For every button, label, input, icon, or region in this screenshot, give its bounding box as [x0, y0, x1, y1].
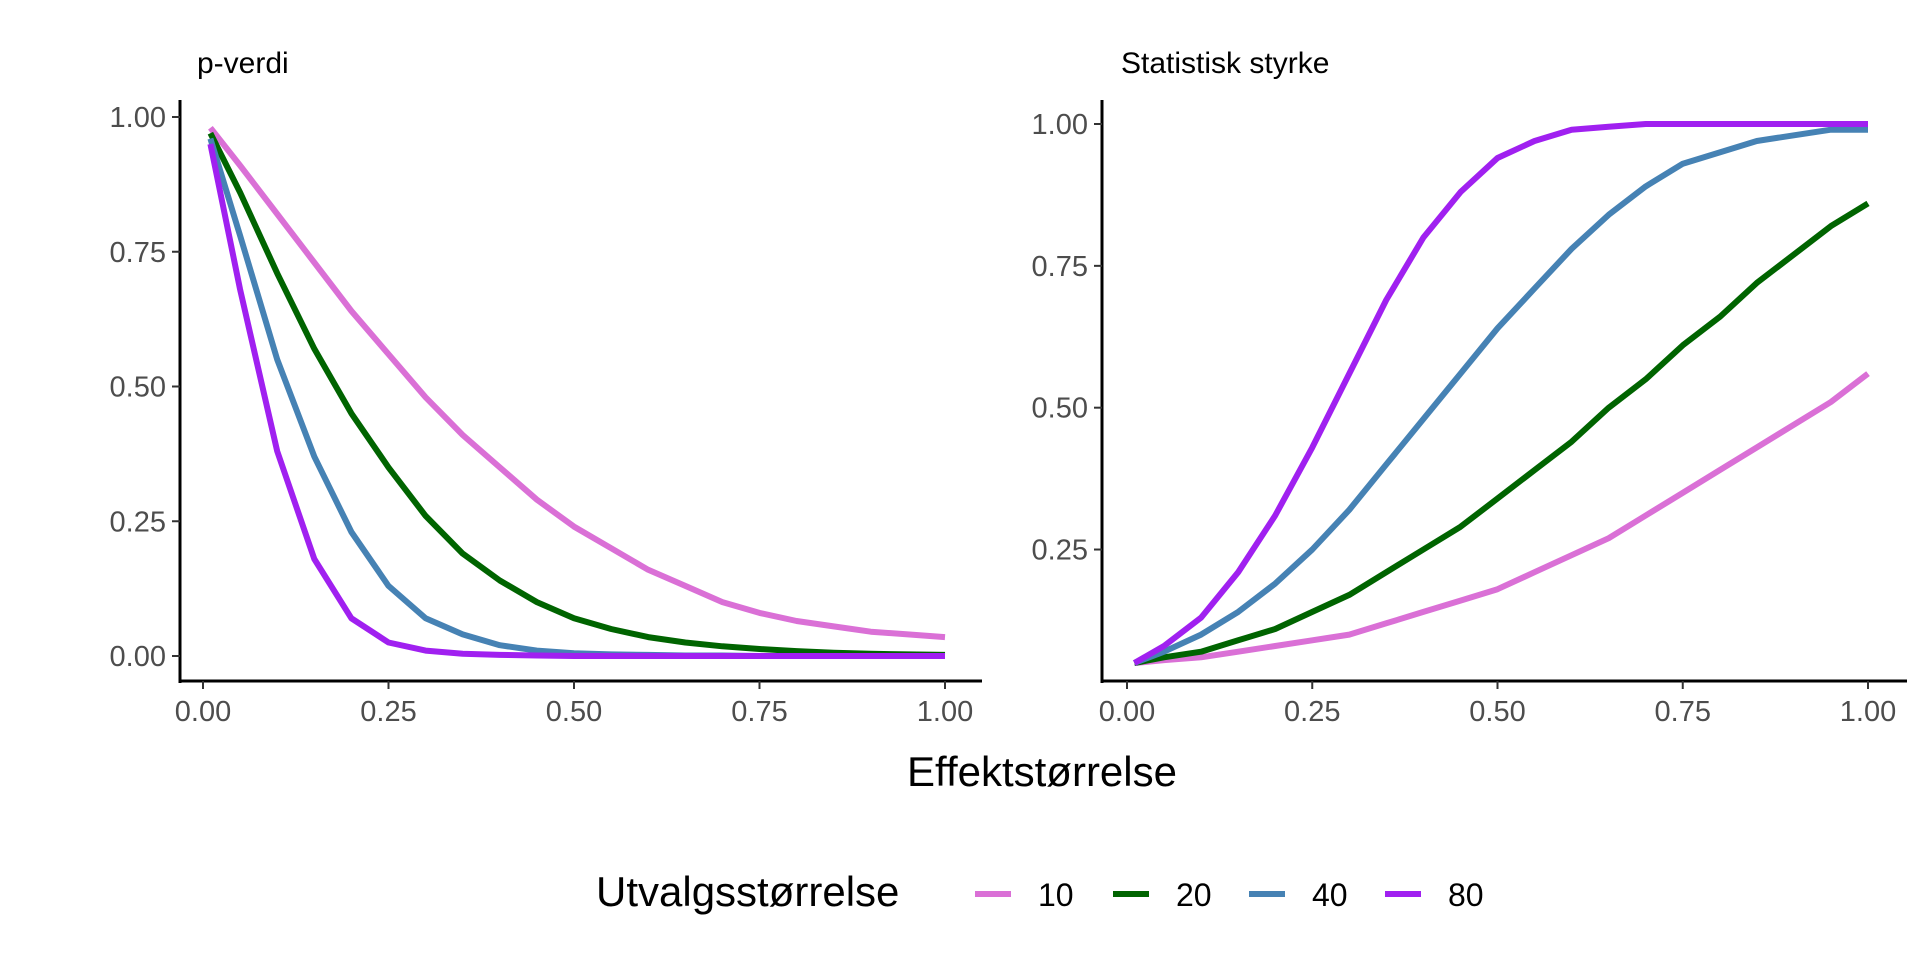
y-tick-label: 0.75: [1032, 251, 1088, 283]
x-tick-label: 0.25: [360, 696, 416, 728]
y-tick-label: 0.25: [110, 506, 166, 538]
series-line-10: [1134, 371, 1870, 666]
y-tick-label: 0.50: [110, 372, 166, 404]
panel-title-p-value: p-verdi: [197, 47, 289, 80]
x-tick-label: 0.50: [1469, 696, 1525, 728]
legend-label-10: 10: [1038, 877, 1074, 913]
panel-power: Statistisk styrke 0.250.500.751.00 0.00 0…: [1032, 47, 1907, 728]
y-tick-label: 0.25: [1032, 535, 1088, 567]
series-line-20: [207, 131, 946, 658]
y-tick-label: 0.00: [110, 641, 166, 673]
x-axis-title: Effektstørrelse: [907, 748, 1177, 795]
panel-title-power: Statistisk styrke: [1121, 47, 1329, 80]
y-tick-label: 1.00: [1032, 109, 1088, 141]
legend-label-80: 80: [1448, 877, 1484, 913]
series-lines-power: [1132, 121, 1870, 666]
series-line-20: [1133, 200, 1870, 666]
legend: Utvalgsstørrelse 10 20 40 80: [596, 868, 1484, 915]
x-tick-label: 0.00: [1099, 696, 1155, 728]
x-tick-label: 0.50: [546, 696, 602, 728]
x-ticks-power: 0.00 0.25 0.50 0.75 1.00: [1099, 681, 1896, 728]
series-lines-p-value: [207, 125, 946, 659]
x-tick-label: 1.00: [917, 696, 973, 728]
y-tick-label: 1.00: [110, 102, 166, 134]
panel-p-value: p-verdi 0.00 0.25 0.50 0.75 1.00 0.00 0.25 0.5…: [110, 47, 982, 728]
x-tick-label: 0.00: [175, 696, 231, 728]
y-ticks-p-value: 0.00 0.25 0.50 0.75 1.00: [110, 102, 180, 673]
x-tick-label: 1.00: [1840, 696, 1896, 728]
legend-keys: 10 20 40 80: [975, 877, 1484, 913]
x-tick-label: 0.75: [731, 696, 787, 728]
y-tick-label: 0.75: [110, 237, 166, 269]
x-tick-label: 0.75: [1655, 696, 1711, 728]
series-line-10: [208, 125, 946, 641]
y-ticks-power: 0.25 0.50 0.75 1.00: [1032, 109, 1102, 567]
x-tick-label: 0.25: [1284, 696, 1340, 728]
series-line-40: [1133, 126, 1868, 666]
y-tick-label: 0.50: [1032, 393, 1088, 425]
legend-label-40: 40: [1312, 877, 1348, 913]
legend-title: Utvalgsstørrelse: [596, 868, 899, 915]
legend-label-20: 20: [1176, 877, 1212, 913]
series-line-40: [207, 137, 945, 659]
series-line-80: [207, 143, 945, 659]
series-line-80: [1132, 121, 1868, 666]
x-ticks-p-value: 0.00 0.25 0.50 0.75 1.00: [175, 681, 973, 728]
